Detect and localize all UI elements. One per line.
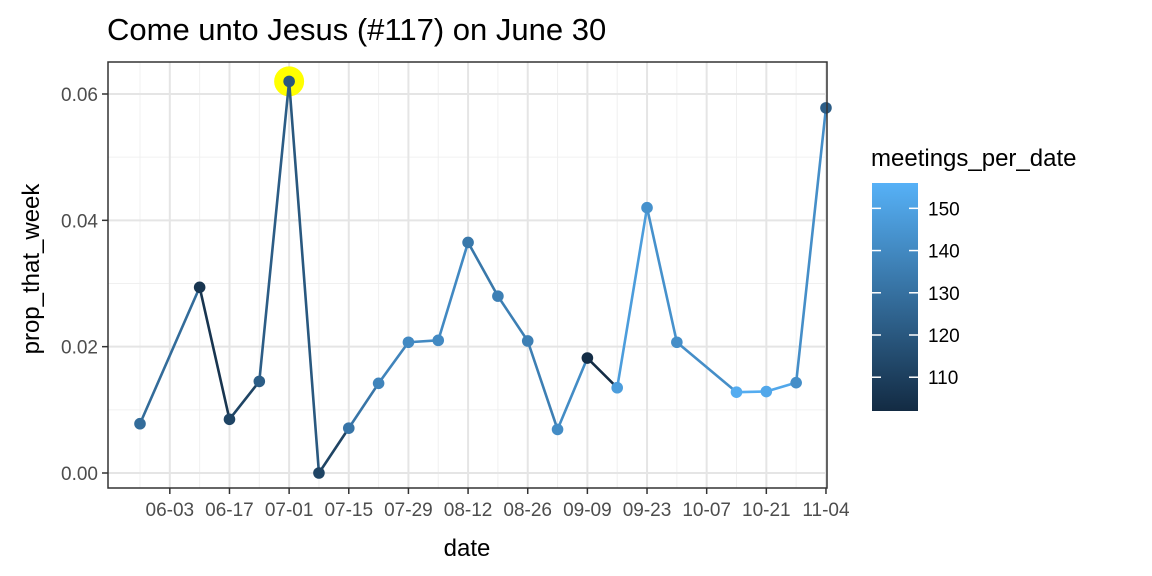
data-point <box>432 334 445 347</box>
legend-tick-label: 120 <box>928 326 960 347</box>
series-line-segment <box>377 340 410 385</box>
y-axis-title: prop_that_week <box>18 183 45 355</box>
data-point <box>372 377 385 390</box>
x-tick-label: 09-09 <box>563 500 612 521</box>
x-tick-label: 09-23 <box>623 500 672 521</box>
data-point <box>521 335 534 347</box>
series-line-segment <box>317 426 351 475</box>
series-line-segment <box>287 80 321 475</box>
x-tick-label: 08-12 <box>444 500 493 521</box>
series-line-segment <box>198 285 231 421</box>
series-line-segment <box>675 340 738 394</box>
legend-tick-label: 130 <box>928 284 960 305</box>
data-point <box>253 375 266 388</box>
data-point <box>790 376 802 389</box>
series-line-segment <box>645 206 679 344</box>
x-tick-label: 06-03 <box>146 500 195 521</box>
series-line-segment <box>556 356 589 431</box>
chart-title: Come unto Jesus (#117) on June 30 <box>107 12 606 47</box>
x-tick-label: 07-29 <box>384 500 433 521</box>
panel-border <box>107 61 828 489</box>
x-tick-label: 07-01 <box>265 500 314 521</box>
data-point <box>611 381 623 394</box>
data-point <box>193 281 206 294</box>
y-tick-label: 0.02 <box>61 338 98 359</box>
legend-tick-label: 110 <box>928 368 958 389</box>
data-point <box>134 417 146 430</box>
data-point <box>641 201 653 214</box>
legend-tick-label: 150 <box>928 199 960 220</box>
x-tick-label: 07-15 <box>324 500 373 521</box>
data-point <box>820 102 832 114</box>
y-tick-label: 0.04 <box>61 211 98 232</box>
data-point <box>342 422 355 434</box>
data-point <box>581 352 594 364</box>
series-line-segment <box>586 356 619 390</box>
color-legend: meetings_per_date 110 120 130 140 150 <box>871 145 1076 411</box>
data-point <box>313 467 325 479</box>
data-point <box>283 75 295 88</box>
series-line-segment <box>257 80 291 383</box>
legend-colorbar <box>872 183 918 411</box>
data-point <box>492 290 504 302</box>
data-point <box>730 386 743 398</box>
y-tick-label: 0.00 <box>61 464 98 485</box>
series-line-segment <box>794 106 828 384</box>
data-point <box>462 236 474 249</box>
legend-title: meetings_per_date <box>871 145 1076 172</box>
x-tick-label: 08-26 <box>503 500 552 521</box>
series-line-segment <box>466 241 500 298</box>
data-point <box>402 336 415 349</box>
series-line-segment <box>436 241 470 342</box>
x-tick-label: 11-04 <box>802 500 850 521</box>
series-line-segment <box>526 339 559 431</box>
data-point <box>760 385 773 398</box>
data-point <box>223 413 236 426</box>
series-line-segment <box>496 294 530 343</box>
series-line-segment <box>228 380 261 421</box>
series-line-segment <box>615 206 649 390</box>
x-tick-label: 06-17 <box>205 500 254 521</box>
x-axis-title: date <box>444 535 491 562</box>
series-line-segment <box>138 285 201 426</box>
data-point <box>671 336 683 349</box>
data-point <box>551 423 564 436</box>
x-tick-label: 10-07 <box>682 500 731 521</box>
plot-panel <box>108 62 832 488</box>
y-tick-label: 0.06 <box>61 85 98 106</box>
legend-tick-label: 140 <box>928 242 960 263</box>
x-tick-label: 10-21 <box>742 500 791 521</box>
series-line-segment <box>347 382 380 430</box>
